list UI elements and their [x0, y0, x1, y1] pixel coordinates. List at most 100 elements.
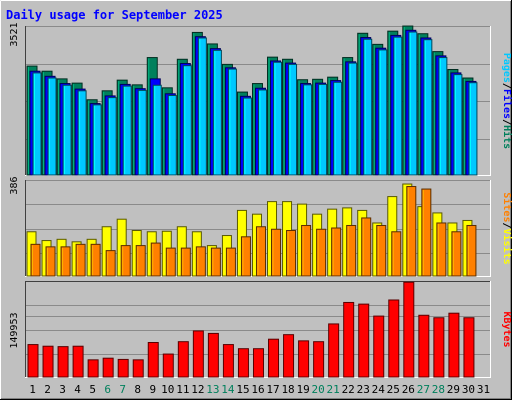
y-max-label: 3521: [9, 23, 20, 47]
x-tick-label-day-3: 3: [59, 383, 66, 396]
bar-sites-day-27: [421, 188, 432, 277]
x-tick-label-day-30: 30: [462, 383, 475, 396]
bar-kbytes-day-18: [283, 334, 295, 378]
x-tick-label-day-2: 2: [44, 383, 51, 396]
bar-sites-day-23: [361, 217, 372, 277]
bar-kbytes-day-27: [418, 314, 430, 378]
x-tick-label-day-19: 19: [296, 383, 309, 396]
bar-sites-day-6: [105, 250, 116, 277]
bar-kbytes-day-6: [102, 357, 114, 378]
bar-pages-day-25: [393, 36, 403, 176]
bar-pages-day-14: [227, 68, 237, 176]
chart-title: Daily usage for September 2025: [6, 8, 223, 22]
bar-pages-day-5: [92, 104, 102, 176]
bar-pages-day-1: [32, 72, 42, 176]
x-tick-label-day-29: 29: [447, 383, 460, 396]
y-max-label: 386: [9, 177, 20, 195]
bar-pages-day-9: [152, 84, 162, 176]
bar-sites-day-14: [225, 247, 236, 277]
x-tick-label-day-9: 9: [149, 383, 156, 396]
bar-sites-day-26: [406, 186, 417, 277]
bar-sites-day-1: [30, 243, 41, 277]
bar-sites-day-8: [135, 245, 146, 277]
x-tick-label-day-6: 6: [104, 383, 111, 396]
bar-sites-day-11: [180, 247, 191, 277]
bar-kbytes-day-21: [328, 323, 340, 378]
bar-sites-day-4: [75, 243, 86, 277]
bar-kbytes-day-14: [222, 344, 234, 378]
bar-pages-day-22: [348, 62, 358, 176]
bar-kbytes-day-17: [268, 338, 280, 378]
bar-kbytes-day-8: [132, 359, 144, 378]
bar-sites-day-19: [301, 224, 312, 277]
bar-sites-day-12: [195, 246, 206, 277]
x-tick-label-day-15: 15: [236, 383, 249, 396]
bar-kbytes-day-1: [27, 344, 39, 378]
legend-files: Files: [501, 89, 512, 119]
bar-kbytes-day-28: [433, 317, 445, 378]
bar-sites-day-5: [90, 243, 101, 277]
bar-kbytes-day-29: [448, 312, 460, 378]
x-tick-label-day-17: 17: [266, 383, 279, 396]
bar-sites-day-20: [316, 228, 327, 277]
x-tick-label-day-12: 12: [191, 383, 204, 396]
bar-kbytes-day-16: [252, 348, 264, 378]
bar-pages-day-15: [242, 97, 252, 176]
bar-pages-day-16: [257, 89, 267, 176]
series-legend: KBytes: [501, 311, 512, 347]
bar-sites-day-18: [286, 230, 297, 277]
bar-sites-day-24: [376, 224, 387, 277]
x-tick-label-day-13: 13: [206, 383, 219, 396]
bar-pages-day-8: [137, 89, 147, 176]
x-tick-label-day-23: 23: [357, 383, 370, 396]
bar-pages-day-3: [62, 84, 72, 176]
x-tick-label-day-25: 25: [387, 383, 400, 396]
bar-pages-day-12: [197, 37, 207, 176]
x-tick-label-day-4: 4: [74, 383, 81, 396]
bar-pages-day-26: [408, 31, 418, 176]
bar-pages-day-30: [468, 82, 478, 176]
bar-pages-day-10: [167, 94, 177, 176]
x-tick-label-day-7: 7: [119, 383, 126, 396]
panel-pages-files-hits: 3521 Pages/Files/Hits: [9, 23, 512, 176]
bar-pages-day-18: [288, 63, 298, 176]
x-tick-label-day-11: 11: [176, 383, 189, 396]
bar-sites-day-13: [210, 247, 221, 277]
legend-separator: /: [501, 83, 512, 89]
bar-pages-day-29: [453, 74, 463, 176]
bar-pages-day-27: [423, 39, 433, 176]
x-tick-label-day-10: 10: [161, 383, 174, 396]
bar-kbytes-day-26: [403, 281, 415, 378]
bar-pages-day-24: [378, 49, 388, 176]
x-tick-label-day-8: 8: [134, 383, 141, 396]
panel-sites-visits: 386 Sites/Visits: [9, 177, 512, 277]
x-tick-label-day-28: 28: [432, 383, 445, 396]
bar-sites-day-21: [331, 227, 342, 277]
bar-kbytes-day-22: [343, 301, 355, 378]
legend-sites: Sites: [501, 192, 512, 222]
bar-sites-day-17: [271, 228, 282, 277]
bar-pages-day-17: [273, 61, 283, 176]
legend-separator: /: [501, 222, 512, 228]
series-legend: Sites/Visits: [501, 192, 512, 264]
bar-kbytes-day-23: [358, 303, 370, 378]
bar-sites-day-22: [346, 224, 357, 277]
bar-kbytes-day-20: [313, 341, 325, 378]
x-tick-label-day-5: 5: [89, 383, 96, 396]
panel-kbytes: 149953 KBytes: [9, 281, 512, 378]
bar-sites-day-25: [391, 231, 402, 277]
bar-sites-day-16: [255, 226, 266, 277]
x-tick-label-day-18: 18: [281, 383, 294, 396]
bar-kbytes-day-24: [373, 315, 385, 378]
x-tick-label-day-24: 24: [372, 383, 386, 396]
x-tick-label-day-16: 16: [251, 383, 264, 396]
bar-kbytes-day-25: [388, 299, 400, 378]
y-max-label: 149953: [9, 313, 20, 349]
bar-sites-day-15: [240, 236, 251, 277]
legend-pages: Pages: [501, 53, 512, 83]
series-legend: Pages/Files/Hits: [501, 53, 512, 149]
x-tick-label-day-20: 20: [312, 383, 325, 396]
bar-pages-day-19: [303, 84, 313, 176]
bar-kbytes-day-4: [72, 345, 84, 378]
